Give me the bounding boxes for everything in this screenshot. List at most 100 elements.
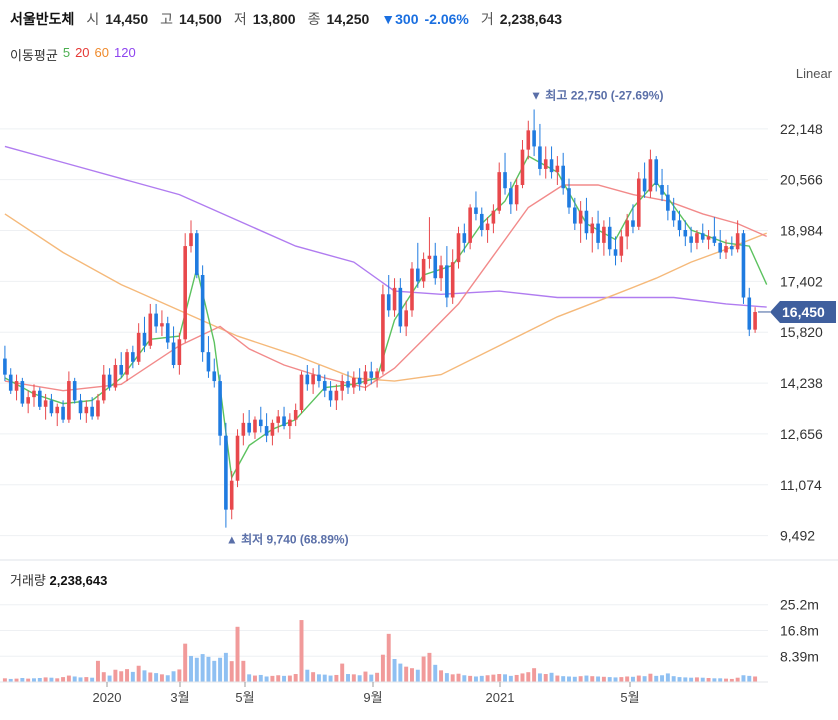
volume-bar[interactable] (578, 676, 583, 682)
volume-bar[interactable] (677, 677, 682, 682)
volume-bar[interactable] (700, 677, 705, 682)
candle-body[interactable] (101, 374, 106, 401)
volume-bar[interactable] (159, 674, 164, 682)
volume-bar[interactable] (8, 678, 13, 682)
candle-body[interactable] (375, 371, 379, 378)
candle-body[interactable] (584, 210, 589, 234)
candle-body[interactable] (526, 130, 531, 150)
candle-body[interactable] (555, 165, 560, 173)
volume-bar[interactable] (229, 661, 234, 682)
volume-bar[interactable] (729, 678, 734, 682)
candle-body[interactable] (666, 194, 670, 211)
volume-bar[interactable] (14, 678, 19, 682)
volume-bar[interactable] (49, 677, 54, 682)
volume-bar[interactable] (223, 652, 228, 682)
volume-bar[interactable] (473, 676, 478, 682)
candle-body[interactable] (700, 233, 705, 240)
volume-bar[interactable] (119, 671, 124, 682)
candle-body[interactable] (270, 422, 275, 436)
candle-body[interactable] (427, 255, 432, 259)
candle-body[interactable] (171, 342, 176, 366)
candle-body[interactable] (753, 311, 757, 330)
volume-bar[interactable] (444, 673, 449, 682)
volume-bar[interactable] (61, 677, 66, 682)
volume-bar[interactable] (136, 665, 141, 682)
candle-body[interactable] (491, 210, 496, 224)
candle-body[interactable] (619, 236, 624, 256)
volume-bar[interactable] (584, 675, 589, 682)
candle-body[interactable] (724, 246, 728, 253)
volume-bar[interactable] (625, 676, 630, 682)
candle-body[interactable] (706, 236, 711, 240)
volume-bar[interactable] (357, 675, 362, 682)
volume-bar[interactable] (142, 670, 147, 682)
candle-body[interactable] (671, 210, 676, 221)
candle-body[interactable] (224, 435, 228, 510)
candle-body[interactable] (125, 352, 129, 375)
candle-body[interactable] (20, 381, 25, 404)
volume-bar[interactable] (555, 675, 560, 682)
candle-body[interactable] (386, 294, 391, 311)
volume-bar[interactable] (718, 678, 723, 682)
volume-bar[interactable] (328, 675, 333, 682)
candle-body[interactable] (695, 233, 699, 243)
candle-body[interactable] (415, 268, 420, 282)
candle-body[interactable] (67, 381, 71, 420)
candle-body[interactable] (189, 233, 193, 247)
volume-bar[interactable] (346, 674, 350, 682)
volume-bar[interactable] (712, 678, 717, 682)
ma120-legend[interactable]: 120 (114, 45, 136, 60)
volume-bar[interactable] (596, 676, 601, 682)
candle-body[interactable] (340, 381, 345, 391)
volume-bar[interactable] (183, 643, 188, 682)
volume-bar[interactable] (526, 672, 531, 682)
volume-bar[interactable] (66, 675, 71, 682)
candle-body[interactable] (78, 400, 83, 414)
volume-bar[interactable] (590, 676, 595, 682)
volume-bar[interactable] (689, 677, 694, 682)
candle-body[interactable] (398, 287, 403, 327)
candle-body[interactable] (578, 210, 583, 224)
volume-bar[interactable] (125, 669, 130, 682)
candle-body[interactable] (514, 185, 519, 205)
volume-bar[interactable] (683, 677, 688, 682)
candle-body[interactable] (113, 365, 118, 388)
candle-body[interactable] (148, 313, 153, 346)
volume-bar[interactable] (694, 677, 699, 682)
volume-bar[interactable] (235, 626, 240, 682)
candle-body[interactable] (607, 226, 612, 250)
volume-bar[interactable] (305, 669, 310, 682)
candle-body[interactable] (229, 480, 234, 510)
volume-bar[interactable] (485, 675, 490, 682)
candle-body[interactable] (26, 397, 30, 404)
candle-body[interactable] (72, 381, 77, 401)
candle-body[interactable] (288, 419, 292, 427)
candle-body[interactable] (677, 220, 682, 230)
candle-body[interactable] (37, 390, 42, 407)
candle-body[interactable] (160, 323, 164, 327)
candle-body[interactable] (43, 400, 48, 407)
volume-bar[interactable] (410, 668, 414, 682)
volume-bar[interactable] (212, 660, 217, 682)
volume-bar[interactable] (561, 676, 566, 682)
volume-bar[interactable] (572, 676, 577, 682)
candle-body[interactable] (421, 258, 426, 282)
volume-bar[interactable] (549, 672, 554, 682)
volume-bar[interactable] (479, 675, 484, 682)
candle-body[interactable] (32, 390, 36, 398)
candle-body[interactable] (462, 233, 467, 243)
candle-body[interactable] (369, 371, 374, 378)
volume-bar[interactable] (404, 666, 409, 682)
candle-body[interactable] (631, 220, 635, 227)
volume-bar[interactable] (468, 675, 473, 682)
volume-bar[interactable] (171, 671, 176, 682)
candle-body[interactable] (206, 352, 211, 372)
volume-bar[interactable] (2, 678, 7, 682)
candle-body[interactable] (311, 374, 315, 385)
volume-bar[interactable] (84, 677, 89, 682)
volume-bar[interactable] (503, 674, 508, 682)
volume-bar[interactable] (648, 673, 653, 682)
candle-body[interactable] (549, 159, 554, 173)
candle-body[interactable] (177, 339, 182, 365)
volume-bar[interactable] (299, 620, 304, 682)
